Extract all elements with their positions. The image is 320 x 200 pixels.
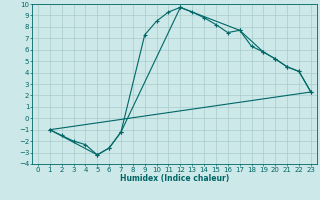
X-axis label: Humidex (Indice chaleur): Humidex (Indice chaleur) xyxy=(120,174,229,183)
